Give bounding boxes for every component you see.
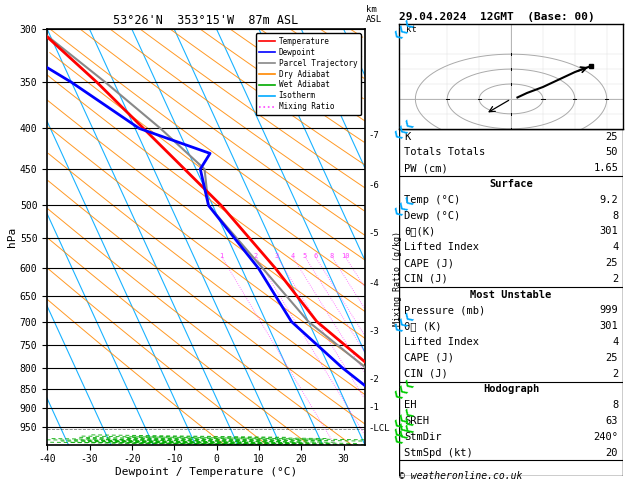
- Text: 50: 50: [606, 147, 618, 157]
- Text: Temp (°C): Temp (°C): [404, 195, 460, 205]
- Text: 301: 301: [599, 321, 618, 331]
- Text: -2: -2: [368, 375, 379, 384]
- Text: 2: 2: [253, 253, 258, 259]
- Text: 8: 8: [330, 253, 334, 259]
- Text: ❮❮❮: ❮❮❮: [392, 310, 416, 334]
- Text: 29.04.2024  12GMT  (Base: 00): 29.04.2024 12GMT (Base: 00): [399, 12, 595, 22]
- Text: ❮❮❮: ❮❮❮: [392, 415, 416, 439]
- Text: -LCL: -LCL: [368, 424, 389, 434]
- Text: ❮❮❮: ❮❮❮: [392, 193, 416, 218]
- Text: -4: -4: [368, 279, 379, 288]
- Text: km
ASL: km ASL: [366, 5, 382, 24]
- Text: 1: 1: [220, 253, 224, 259]
- Text: 8: 8: [612, 400, 618, 410]
- Text: 4: 4: [612, 337, 618, 347]
- Text: -3: -3: [368, 327, 379, 336]
- Text: ❮❮❮: ❮❮❮: [392, 17, 416, 41]
- Text: CIN (J): CIN (J): [404, 274, 448, 284]
- Text: CAPE (J): CAPE (J): [404, 353, 454, 363]
- Text: 2: 2: [612, 368, 618, 379]
- Text: © weatheronline.co.uk: © weatheronline.co.uk: [399, 471, 523, 481]
- Text: Surface: Surface: [489, 179, 533, 189]
- Text: θᴇ(K): θᴇ(K): [404, 226, 435, 237]
- Text: 4: 4: [291, 253, 294, 259]
- Text: 3: 3: [275, 253, 279, 259]
- Text: Most Unstable: Most Unstable: [470, 290, 552, 300]
- Text: 10: 10: [341, 253, 350, 259]
- Text: 2: 2: [612, 274, 618, 284]
- Text: ❮❮❮: ❮❮❮: [392, 116, 416, 140]
- Text: Hodograph: Hodograph: [483, 384, 539, 395]
- Text: 1.65: 1.65: [593, 163, 618, 174]
- X-axis label: Dewpoint / Temperature (°C): Dewpoint / Temperature (°C): [115, 467, 297, 477]
- Text: Totals Totals: Totals Totals: [404, 147, 485, 157]
- Text: -5: -5: [368, 229, 379, 239]
- Text: EH: EH: [404, 400, 416, 410]
- Title: 53°26'N  353°15'W  87m ASL: 53°26'N 353°15'W 87m ASL: [113, 14, 299, 27]
- Text: ❮❮❮: ❮❮❮: [392, 406, 416, 430]
- Text: 8: 8: [612, 210, 618, 221]
- Text: CAPE (J): CAPE (J): [404, 258, 454, 268]
- Text: 301: 301: [599, 226, 618, 237]
- Text: kt: kt: [406, 25, 416, 34]
- Text: 20: 20: [606, 448, 618, 458]
- Text: 63: 63: [606, 416, 618, 426]
- Text: SREH: SREH: [404, 416, 429, 426]
- Text: ❮❮❮: ❮❮❮: [392, 377, 416, 401]
- Text: -1: -1: [368, 403, 379, 413]
- Text: StmDir: StmDir: [404, 432, 442, 442]
- Text: K: K: [404, 132, 410, 142]
- Text: 5: 5: [303, 253, 307, 259]
- Text: 4: 4: [612, 242, 618, 252]
- Text: 25: 25: [606, 353, 618, 363]
- Text: 25: 25: [606, 258, 618, 268]
- Text: 999: 999: [599, 305, 618, 315]
- Text: 240°: 240°: [593, 432, 618, 442]
- Text: CIN (J): CIN (J): [404, 368, 448, 379]
- Text: θᴇ (K): θᴇ (K): [404, 321, 442, 331]
- Text: -7: -7: [368, 131, 379, 140]
- Text: 9.2: 9.2: [599, 195, 618, 205]
- Legend: Temperature, Dewpoint, Parcel Trajectory, Dry Adiabat, Wet Adiabat, Isotherm, Mi: Temperature, Dewpoint, Parcel Trajectory…: [255, 33, 361, 115]
- Text: 25: 25: [606, 132, 618, 142]
- Text: Mixing Ratio (g/kg): Mixing Ratio (g/kg): [393, 231, 402, 326]
- Text: Lifted Index: Lifted Index: [404, 337, 479, 347]
- Text: Dewp (°C): Dewp (°C): [404, 210, 460, 221]
- Text: 6: 6: [313, 253, 318, 259]
- Text: ❮❮❮: ❮❮❮: [392, 422, 416, 446]
- Y-axis label: hPa: hPa: [7, 227, 17, 247]
- Text: PW (cm): PW (cm): [404, 163, 448, 174]
- Text: Lifted Index: Lifted Index: [404, 242, 479, 252]
- Text: StmSpd (kt): StmSpd (kt): [404, 448, 472, 458]
- Text: Pressure (mb): Pressure (mb): [404, 305, 485, 315]
- Text: -6: -6: [368, 181, 379, 190]
